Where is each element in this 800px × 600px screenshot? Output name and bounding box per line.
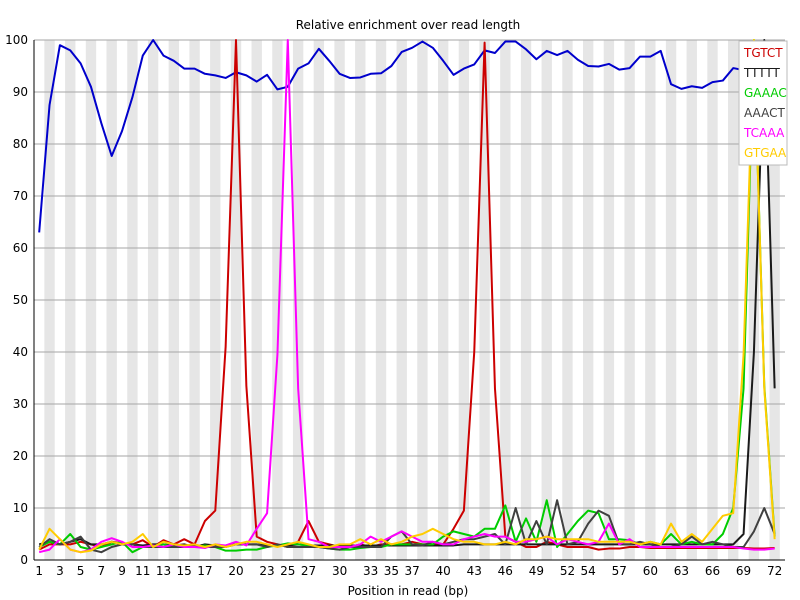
y-tick-labels: 0 10 20 30 40 50 60 70 80 90 100	[5, 33, 28, 567]
x-tick-66: 66	[705, 564, 720, 578]
legend-entry-gtgaa: GTGAA	[744, 146, 787, 160]
x-tick-40: 40	[436, 564, 451, 578]
y-tick-50: 50	[13, 293, 28, 307]
x-axis-label: Position in read (bp)	[348, 584, 469, 598]
x-tick-54: 54	[581, 564, 596, 578]
y-tick-80: 80	[13, 137, 28, 151]
x-tick-15: 15	[177, 564, 192, 578]
x-tick-3: 3	[56, 564, 64, 578]
x-tick-72: 72	[767, 564, 782, 578]
series-line-gtgaa	[38, 39, 776, 554]
y-tick-60: 60	[13, 241, 28, 255]
x-tick-17: 17	[197, 564, 212, 578]
y-tick-40: 40	[13, 345, 28, 359]
x-tick-11: 11	[135, 564, 150, 578]
y-tick-70: 70	[13, 189, 28, 203]
x-tick-labels: 1 3 5 7 9 11 13 15 17 20 23 25 27 30 33 35 37 40 43 46 49 52 5…	[35, 564, 782, 578]
x-tick-5: 5	[77, 564, 85, 578]
x-tick-63: 63	[674, 564, 689, 578]
x-tick-9: 9	[118, 564, 126, 578]
y-tick-0: 0	[20, 553, 28, 567]
series-lines	[38, 39, 776, 554]
x-tick-69: 69	[736, 564, 751, 578]
x-tick-60: 60	[643, 564, 658, 578]
chart-title: Relative enrichment over read length	[296, 18, 521, 32]
x-tick-30: 30	[332, 564, 347, 578]
legend: TGTCT TTTTT GAAAC AAACT TCAAA GTGAA	[738, 40, 788, 166]
series-line-total	[38, 39, 776, 233]
legend-box	[738, 40, 788, 166]
x-tick-23: 23	[259, 564, 274, 578]
legend-entry-ttttt: TTTTT	[743, 66, 780, 80]
legend-entry-tcaaa: TCAAA	[743, 126, 785, 140]
x-tick-35: 35	[384, 564, 399, 578]
x-tick-49: 49	[529, 564, 544, 578]
x-tick-25: 25	[280, 564, 295, 578]
x-tick-27: 27	[301, 564, 316, 578]
y-tick-90: 90	[13, 85, 28, 99]
legend-entry-tgtct: TGTCT	[743, 46, 783, 60]
x-tick-1: 1	[35, 564, 43, 578]
x-tick-13: 13	[156, 564, 171, 578]
horizontal-gridlines	[34, 39, 785, 509]
x-tick-7: 7	[98, 564, 106, 578]
y-tick-30: 30	[13, 397, 28, 411]
x-tick-46: 46	[498, 564, 513, 578]
legend-entry-aaact: AAACT	[744, 106, 785, 120]
y-tick-20: 20	[13, 449, 28, 463]
x-tick-33: 33	[363, 564, 378, 578]
x-tick-52: 52	[560, 564, 575, 578]
y-tick-10: 10	[13, 501, 28, 515]
series-line-tcaaa	[38, 39, 775, 554]
x-tick-37: 37	[404, 564, 419, 578]
x-tick-57: 57	[612, 564, 627, 578]
x-tick-43: 43	[467, 564, 482, 578]
y-tick-100: 100	[5, 33, 28, 47]
series-line-tgtct	[38, 39, 775, 551]
x-tick-20: 20	[228, 564, 243, 578]
legend-entry-gaaac: GAAAC	[744, 86, 787, 100]
